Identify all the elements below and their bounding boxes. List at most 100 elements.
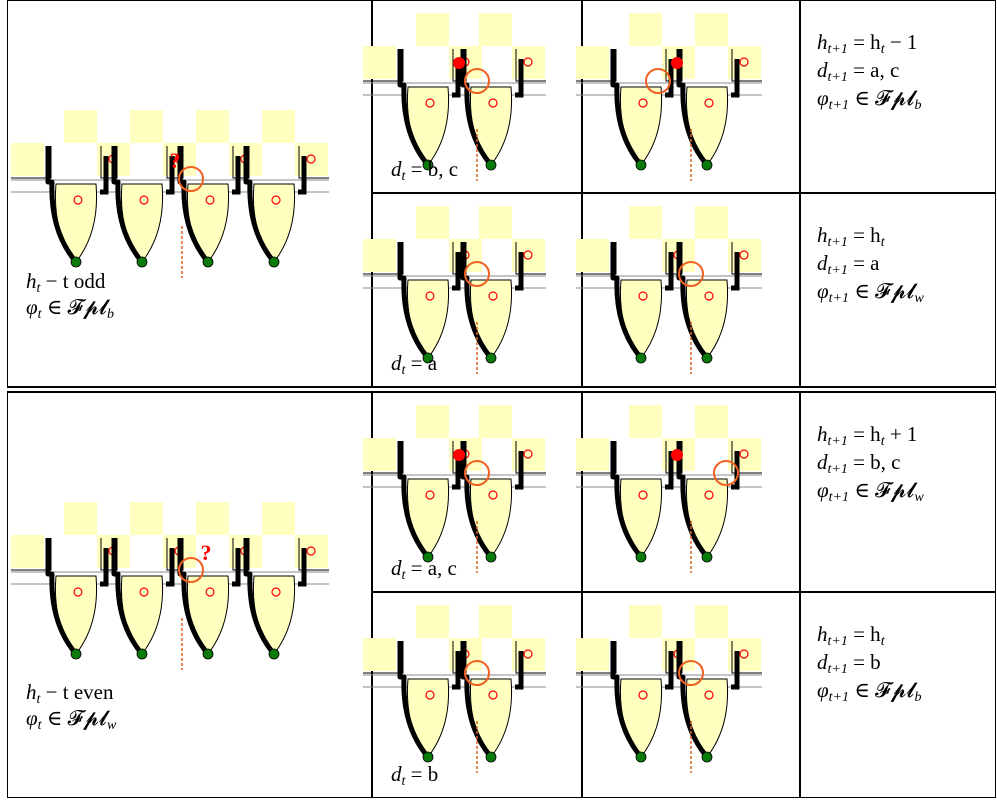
yellow-square bbox=[479, 605, 512, 638]
fpl-diagram: ? bbox=[11, 110, 329, 278]
yellow-tooth bbox=[469, 279, 513, 359]
small-red-circle bbox=[488, 490, 498, 500]
green-dot bbox=[202, 256, 214, 268]
green-dot bbox=[136, 648, 148, 660]
yellow-square bbox=[576, 46, 609, 79]
yellow-tooth bbox=[685, 86, 729, 166]
green-dot bbox=[635, 551, 647, 563]
thick-path bbox=[610, 641, 643, 759]
formula: dt = a bbox=[391, 350, 437, 384]
math-text: − 1 bbox=[884, 30, 918, 54]
green-dot bbox=[70, 256, 82, 268]
formula: ht+1 = ht + 1 bbox=[817, 421, 917, 455]
green-dot bbox=[485, 751, 497, 763]
yellow-tooth bbox=[406, 279, 450, 359]
yellow-square bbox=[363, 46, 396, 79]
outline-path bbox=[576, 242, 762, 275]
thick-path bbox=[177, 538, 210, 656]
math-text: φ bbox=[817, 86, 829, 110]
green-dot bbox=[485, 551, 497, 563]
outline-path bbox=[11, 146, 329, 179]
yellow-square bbox=[695, 13, 728, 46]
small-red-circle bbox=[638, 98, 648, 108]
math-subscript: t bbox=[36, 692, 41, 707]
yellow-square bbox=[416, 13, 449, 46]
math-subscript: t bbox=[36, 281, 41, 296]
small-red-circle bbox=[739, 449, 749, 459]
thick-path bbox=[731, 252, 740, 291]
formula: φt+1 ∈ 𝓕𝓹𝓵b bbox=[817, 677, 921, 711]
math-subscript: t+1 bbox=[828, 291, 849, 306]
math-text: ∈ 𝓕𝓹𝓵 bbox=[848, 478, 915, 502]
math-subscript: t+1 bbox=[827, 462, 848, 477]
yellow-square bbox=[130, 502, 163, 535]
yellow-square bbox=[629, 206, 662, 239]
yellow-tooth bbox=[54, 183, 98, 263]
thick-path bbox=[515, 59, 524, 98]
formula: ht+1 = ht − 1 bbox=[817, 29, 917, 63]
yellow-square bbox=[64, 502, 97, 535]
small-red-circle bbox=[523, 57, 533, 67]
thick-path bbox=[731, 651, 740, 690]
small-red-circle bbox=[271, 195, 281, 205]
green-dot bbox=[635, 159, 647, 171]
thick-path bbox=[665, 651, 674, 690]
math-subscript: t+1 bbox=[827, 42, 848, 57]
yellow-square bbox=[576, 438, 609, 471]
yellow-tooth bbox=[619, 86, 663, 166]
math-text: d bbox=[391, 157, 402, 181]
math-text: = b, c bbox=[847, 450, 901, 474]
yellow-square bbox=[295, 143, 328, 176]
question-mark: ? bbox=[201, 540, 212, 565]
green-dot bbox=[485, 159, 497, 171]
green-dot bbox=[485, 352, 497, 364]
thick-path bbox=[460, 49, 493, 167]
math-text: d bbox=[391, 762, 402, 786]
thick-path bbox=[45, 538, 78, 656]
math-text: = a, c bbox=[405, 556, 457, 580]
thick-path bbox=[610, 49, 643, 167]
math-text: d bbox=[817, 650, 828, 674]
green-dot bbox=[701, 352, 713, 364]
yellow-tooth bbox=[619, 478, 663, 558]
thick-path bbox=[676, 49, 709, 167]
yellow-tooth bbox=[619, 279, 663, 359]
small-red-circle bbox=[638, 490, 648, 500]
yellow-square bbox=[728, 46, 761, 79]
yellow-square bbox=[728, 438, 761, 471]
table-cell: ht+1 = ht + 1 dt+1 = b, c φt+1 ∈ 𝓕𝓹𝓵w bbox=[800, 392, 996, 592]
fpl-diagram bbox=[576, 13, 762, 181]
table-cell: ht+1 = ht dt+1 = a φt+1 ∈ 𝓕𝓹𝓵w bbox=[800, 193, 996, 387]
thick-path bbox=[676, 242, 709, 360]
math-text: d bbox=[817, 450, 828, 474]
formula: ht+1 = ht bbox=[817, 621, 885, 655]
math-text: d bbox=[817, 58, 828, 82]
math-text: − t odd bbox=[40, 269, 106, 293]
small-red-circle bbox=[205, 587, 215, 597]
orange-marker bbox=[178, 166, 204, 192]
question-mark: ? bbox=[170, 148, 181, 173]
formula: dt+1 = b bbox=[817, 649, 881, 683]
green-dot bbox=[70, 648, 82, 660]
math-text: ∈ 𝓕𝓹𝓵 bbox=[848, 279, 915, 303]
thick-path bbox=[610, 242, 643, 360]
orange-marker bbox=[678, 261, 704, 287]
math-text: φ bbox=[817, 478, 829, 502]
math-text: d bbox=[817, 251, 828, 275]
yellow-square bbox=[512, 46, 545, 79]
yellow-square bbox=[196, 502, 229, 535]
outline-path bbox=[11, 538, 329, 571]
thick-path bbox=[166, 156, 175, 195]
yellow-square bbox=[262, 110, 295, 143]
red-dot bbox=[671, 57, 683, 69]
small-red-circle bbox=[488, 98, 498, 108]
thick-path bbox=[100, 156, 109, 195]
green-dot bbox=[635, 352, 647, 364]
math-subscript: t bbox=[401, 169, 406, 184]
yellow-tooth bbox=[252, 183, 296, 263]
table-cell: dt = b, c bbox=[363, 0, 582, 193]
thick-path bbox=[610, 441, 643, 559]
math-subscript: t+1 bbox=[828, 490, 849, 505]
math-text: φ bbox=[817, 678, 829, 702]
